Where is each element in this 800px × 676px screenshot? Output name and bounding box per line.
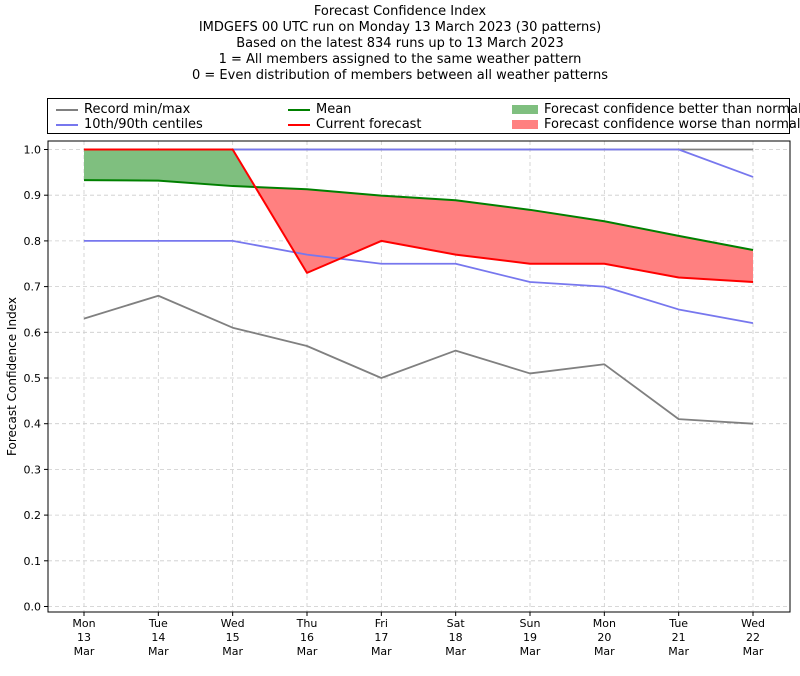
x-tick-label-7-line-2: Mar [594, 645, 615, 658]
x-tick-label-2-line-2: Mar [222, 645, 243, 658]
x-tick-label-3-line-0: Thu [296, 617, 318, 630]
x-tick-label-8-line-2: Mar [668, 645, 689, 658]
legend-item-current: Current forecast [288, 117, 422, 132]
chart-subtitle-zero: 0 = Even distribution of members between… [191, 68, 609, 83]
legend-item-centiles: 10th/90th centiles [56, 117, 203, 132]
x-tick-label-3-line-2: Mar [297, 645, 318, 658]
y-tick-label-8: 0.8 [24, 235, 42, 248]
x-tick-label-9-line-2: Mar [743, 645, 764, 658]
y-tick-label-5: 0.5 [24, 372, 42, 385]
x-tick-label-2: Wed 15 Mar [221, 617, 245, 658]
plot-frame [47, 140, 791, 613]
chart-subtitle-runs: Based on the latest 834 runs up to 13 Ma… [236, 36, 564, 51]
legend-swatch-mean [288, 108, 310, 111]
x-tick-label-0-line-2: Mar [74, 645, 95, 658]
x-tick-label-6-line-0: Sun [520, 617, 541, 630]
x-tick-label-5-line-0: Sat [447, 617, 466, 630]
legend-label-better: Forecast confidence better than normal [544, 102, 800, 117]
x-tick-label-8-line-0: Tue [668, 617, 688, 630]
x-tick-label-7-line-0: Mon [593, 617, 616, 630]
legend-label-record: Record min/max [84, 102, 191, 117]
y-tick-label-3: 0.3 [24, 463, 42, 476]
x-tick-label-6-line-2: Mar [520, 645, 541, 658]
legend-swatch-better [512, 105, 538, 114]
y-tick-label-0: 0.0 [24, 601, 42, 614]
y-tick-label-10: 1.0 [24, 144, 42, 157]
x-tick-label-5-line-2: Mar [445, 645, 466, 658]
fill-better-0 [84, 149, 256, 188]
x-tick-label-4: Fri 17 Mar [371, 617, 392, 658]
y-tick-label-1: 0.1 [24, 555, 42, 568]
y-tick-label-4: 0.4 [24, 418, 42, 431]
y-tick-label-2: 0.2 [24, 509, 42, 522]
y-tick-label-7: 0.7 [24, 281, 42, 294]
chart-title-block: Forecast Confidence Index IMDGEFS 00 UTC… [0, 4, 800, 84]
x-tick-label-1-line-1: 14 [151, 631, 165, 644]
x-tick-label-5: Sat 18 Mar [445, 617, 466, 658]
legend-swatch-worse [512, 120, 538, 129]
x-tick-label-7-line-1: 20 [597, 631, 611, 644]
legend-item-mean: Mean [288, 102, 351, 117]
x-tick-label-1-line-0: Tue [148, 617, 168, 630]
x-tick-label-3: Thu 16 Mar [296, 617, 318, 658]
chart-subtitle-one: 1 = All members assigned to the same wea… [218, 52, 582, 67]
legend-item-better: Forecast confidence better than normal [512, 102, 800, 117]
chart-legend: Record min/max 10th/90th centiles Mean C… [47, 98, 800, 134]
x-tick-label-8-line-1: 21 [672, 631, 686, 644]
x-tick-label-9-line-0: Wed [741, 617, 765, 630]
x-tick-label-1: Tue 14 Mar [148, 617, 169, 658]
y-tick-label-6: 0.6 [24, 326, 42, 339]
legend-label-mean: Mean [316, 102, 352, 117]
legend-swatch-record [56, 108, 78, 111]
series-line-p10 [84, 239, 754, 325]
series-line-record-min [83, 294, 754, 425]
legend-item-worse: Forecast confidence worse than normal [512, 117, 800, 132]
x-tick-label-2-line-1: 15 [226, 631, 240, 644]
x-tick-label-6-line-1: 19 [523, 631, 537, 644]
legend-swatch-current [288, 123, 310, 126]
y-axis-label: Forecast Confidence Index [5, 297, 19, 456]
chart-title: Forecast Confidence Index [313, 4, 487, 19]
x-tick-label-4-line-2: Mar [371, 645, 392, 658]
legend-item-record: Record min/max [56, 102, 190, 117]
x-tick-label-1-line-2: Mar [148, 645, 169, 658]
x-tick-label-9: Wed 22 Mar [741, 617, 765, 658]
series-line-current [84, 148, 754, 284]
fill-worse-0 [255, 187, 753, 283]
chart-subtitle-run: IMDGEFS 00 UTC run on Monday 13 March 20… [198, 20, 602, 35]
x-tick-label-3-line-1: 16 [300, 631, 314, 644]
x-tick-label-0-line-0: Mon [72, 617, 95, 630]
x-tick-label-2-line-0: Wed [221, 617, 245, 630]
x-tick-label-7: Mon 20 Mar [593, 617, 616, 658]
x-tick-label-8: Tue 21 Mar [668, 617, 689, 658]
y-tick-label-9: 0.9 [24, 189, 42, 202]
x-tick-label-6: Sun 19 Mar [520, 617, 541, 658]
legend-label-current: Current forecast [316, 117, 422, 132]
series-line-mean [83, 179, 754, 252]
x-tick-label-4-line-1: 17 [374, 631, 388, 644]
x-tick-label-0-line-1: 13 [77, 631, 91, 644]
x-tick-label-9-line-1: 22 [746, 631, 760, 644]
legend-label-worse: Forecast confidence worse than normal [544, 117, 800, 132]
legend-swatch-centiles [56, 123, 78, 126]
x-tick-label-5-line-1: 18 [449, 631, 463, 644]
x-tick-label-4-line-0: Fri [375, 617, 388, 630]
legend-label-centiles: 10th/90th centiles [84, 117, 203, 132]
x-tick-label-0: Mon 13 Mar [72, 617, 95, 658]
